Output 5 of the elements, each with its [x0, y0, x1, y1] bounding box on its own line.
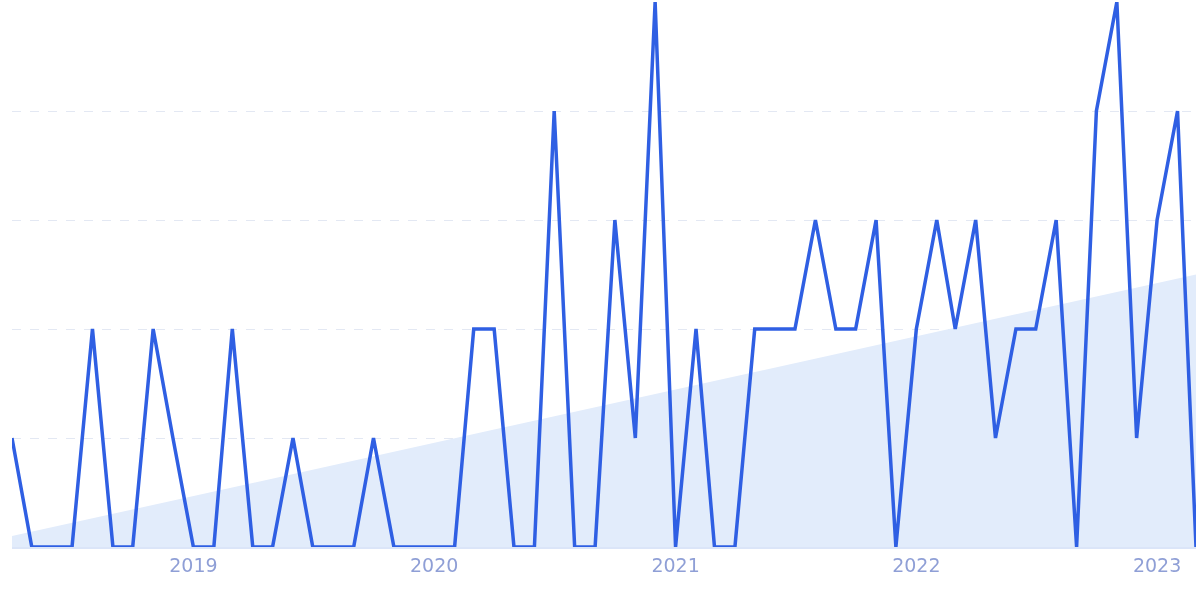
x-tick-label: 2021: [651, 553, 700, 576]
x-tick-label: 2023: [1132, 553, 1182, 576]
x-tick-label: 2019: [169, 553, 218, 576]
x-tick-label: 2020: [409, 553, 459, 576]
x-tick-label: 2022: [892, 553, 941, 576]
